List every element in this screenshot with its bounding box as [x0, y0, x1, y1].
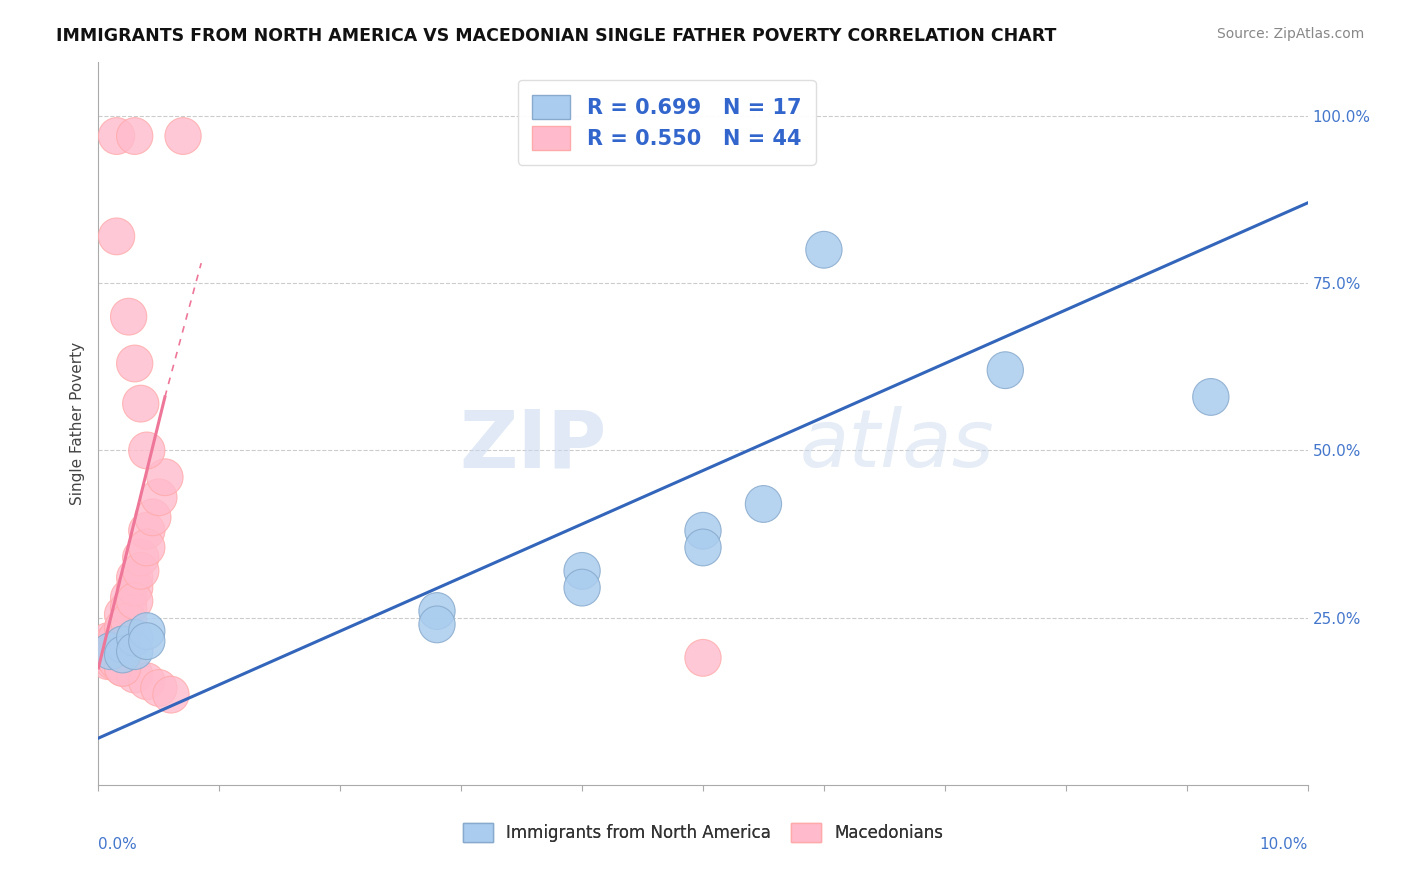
Ellipse shape — [122, 385, 159, 422]
Ellipse shape — [111, 298, 146, 335]
Ellipse shape — [90, 643, 127, 680]
Ellipse shape — [98, 636, 135, 673]
Ellipse shape — [129, 623, 165, 659]
Ellipse shape — [806, 231, 842, 268]
Ellipse shape — [93, 632, 129, 670]
Ellipse shape — [419, 592, 456, 630]
Ellipse shape — [564, 569, 600, 606]
Ellipse shape — [90, 630, 127, 666]
Text: atlas: atlas — [800, 407, 994, 484]
Text: ZIP: ZIP — [458, 407, 606, 484]
Ellipse shape — [93, 636, 129, 673]
Text: 0.0%: 0.0% — [98, 837, 138, 852]
Ellipse shape — [146, 458, 183, 496]
Ellipse shape — [104, 626, 141, 663]
Ellipse shape — [135, 499, 172, 536]
Ellipse shape — [104, 649, 141, 686]
Ellipse shape — [93, 626, 129, 663]
Ellipse shape — [104, 626, 141, 663]
Ellipse shape — [104, 636, 141, 673]
Ellipse shape — [117, 345, 153, 382]
Ellipse shape — [685, 529, 721, 566]
Ellipse shape — [94, 643, 131, 680]
Ellipse shape — [685, 640, 721, 676]
Ellipse shape — [117, 118, 153, 154]
Ellipse shape — [117, 632, 153, 670]
Ellipse shape — [111, 603, 146, 640]
Ellipse shape — [141, 479, 177, 516]
Ellipse shape — [93, 632, 129, 670]
Ellipse shape — [129, 432, 165, 469]
Ellipse shape — [98, 643, 135, 680]
Ellipse shape — [153, 676, 190, 713]
Ellipse shape — [111, 590, 146, 626]
Text: Source: ZipAtlas.com: Source: ZipAtlas.com — [1216, 27, 1364, 41]
Ellipse shape — [90, 623, 127, 659]
Ellipse shape — [117, 619, 153, 657]
Text: 10.0%: 10.0% — [1260, 837, 1308, 852]
Ellipse shape — [122, 552, 159, 590]
Ellipse shape — [104, 619, 141, 657]
Ellipse shape — [104, 609, 141, 646]
Ellipse shape — [129, 512, 165, 549]
Ellipse shape — [90, 636, 127, 673]
Ellipse shape — [117, 582, 153, 619]
Ellipse shape — [1192, 378, 1229, 416]
Ellipse shape — [111, 579, 146, 616]
Legend: Immigrants from North America, Macedonians: Immigrants from North America, Macedonia… — [456, 816, 950, 849]
Ellipse shape — [104, 596, 141, 632]
Y-axis label: Single Father Poverty: Single Father Poverty — [69, 343, 84, 505]
Ellipse shape — [94, 636, 131, 673]
Ellipse shape — [98, 118, 135, 154]
Text: IMMIGRANTS FROM NORTH AMERICA VS MACEDONIAN SINGLE FATHER POVERTY CORRELATION CH: IMMIGRANTS FROM NORTH AMERICA VS MACEDON… — [56, 27, 1057, 45]
Ellipse shape — [129, 529, 165, 566]
Ellipse shape — [104, 649, 141, 686]
Ellipse shape — [122, 539, 159, 576]
Ellipse shape — [419, 606, 456, 643]
Ellipse shape — [165, 118, 201, 154]
Ellipse shape — [987, 351, 1024, 389]
Ellipse shape — [129, 613, 165, 649]
Ellipse shape — [129, 663, 165, 699]
Ellipse shape — [117, 657, 153, 693]
Ellipse shape — [117, 569, 153, 606]
Ellipse shape — [117, 559, 153, 596]
Ellipse shape — [98, 619, 135, 657]
Ellipse shape — [141, 670, 177, 706]
Ellipse shape — [98, 218, 135, 255]
Ellipse shape — [685, 512, 721, 549]
Ellipse shape — [564, 552, 600, 590]
Ellipse shape — [745, 485, 782, 523]
